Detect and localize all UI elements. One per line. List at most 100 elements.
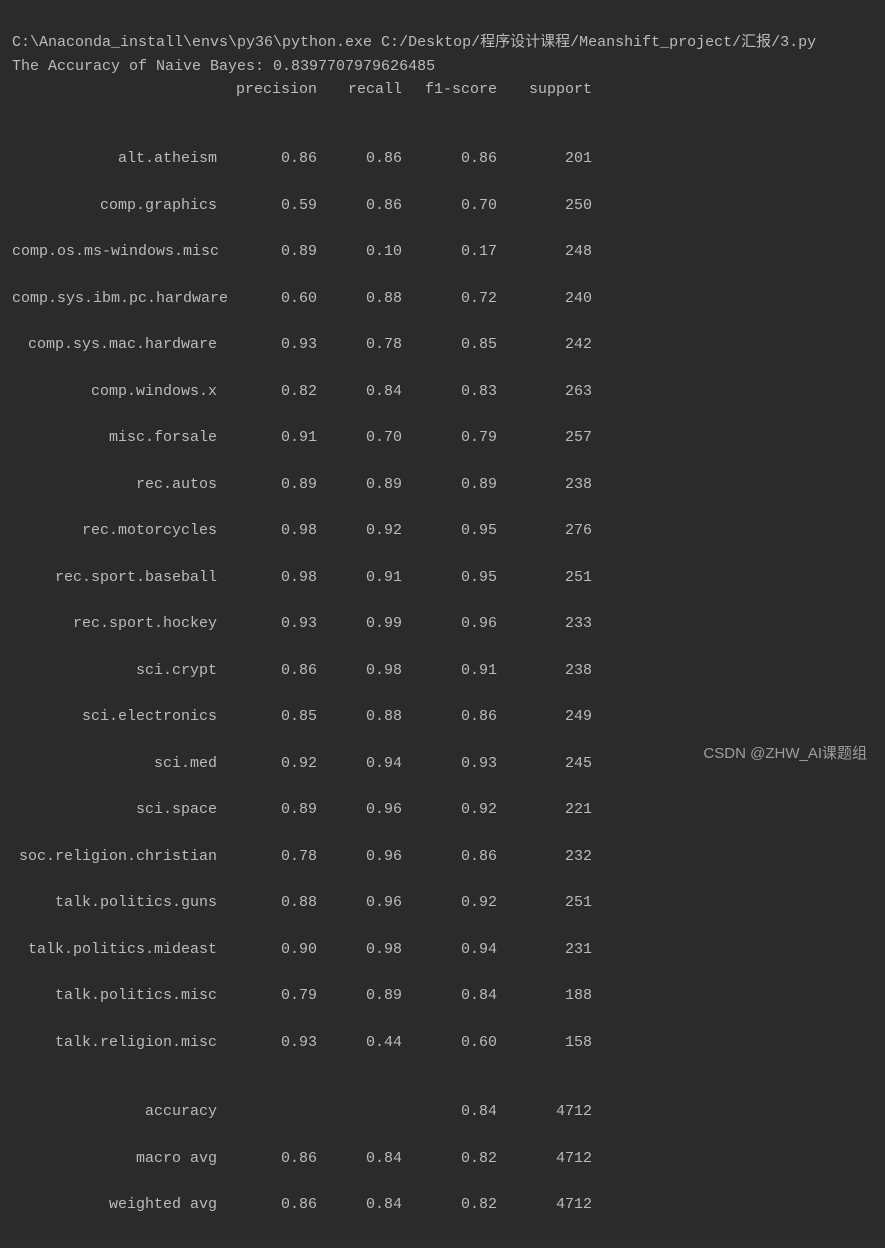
row-f1: 0.86: [402, 147, 497, 170]
row-support: 251: [497, 891, 592, 914]
row-precision: 0.85: [217, 705, 317, 728]
table-row: comp.sys.mac.hardware0.930.780.85242: [12, 333, 873, 356]
row-recall: 0.86: [317, 147, 402, 170]
row-label: talk.politics.mideast: [12, 938, 217, 961]
row-support: 158: [497, 1031, 592, 1054]
table-row: sci.space0.890.960.92221: [12, 798, 873, 821]
terminal-output: C:\Anaconda_install\envs\py36\python.exe…: [0, 0, 885, 1248]
row-label: soc.religion.christian: [12, 845, 217, 868]
row-label: rec.motorcycles: [12, 519, 217, 542]
row-label: macro avg: [12, 1147, 217, 1170]
row-label: talk.religion.misc: [12, 1031, 217, 1054]
spacer: [12, 1077, 873, 1100]
table-row: comp.graphics0.590.860.70250: [12, 194, 873, 217]
row-support: 250: [497, 194, 592, 217]
row-precision: 0.93: [217, 333, 317, 356]
row-recall: 0.96: [317, 798, 402, 821]
row-precision: 0.93: [217, 612, 317, 635]
table-row: rec.sport.hockey0.930.990.96233: [12, 612, 873, 635]
row-recall: 0.10: [317, 240, 402, 263]
report-rows: alt.atheism0.860.860.86201 comp.graphics…: [12, 147, 873, 1077]
row-support: 240: [497, 287, 592, 310]
table-row: comp.sys.ibm.pc.hardware0.600.880.72240: [12, 287, 873, 310]
row-f1: 0.60: [402, 1031, 497, 1054]
row-support: 242: [497, 333, 592, 356]
row-precision: 0.91: [217, 426, 317, 449]
row-recall: 0.44: [317, 1031, 402, 1054]
table-row: sci.electronics0.850.880.86249: [12, 705, 873, 728]
table-row: talk.religion.misc0.930.440.60158: [12, 1031, 873, 1054]
spacer: [12, 124, 873, 147]
row-support: 251: [497, 566, 592, 589]
row-label: comp.sys.ibm.pc.hardware: [12, 287, 217, 310]
row-precision: 0.89: [217, 240, 317, 263]
row-f1: 0.93: [402, 752, 497, 775]
row-precision: 0.86: [217, 659, 317, 682]
row-recall: 0.92: [317, 519, 402, 542]
row-label: comp.os.ms-windows.misc: [12, 240, 217, 263]
row-f1: 0.91: [402, 659, 497, 682]
row-support: 233: [497, 612, 592, 635]
table-row: rec.autos0.890.890.89238: [12, 473, 873, 496]
table-row: rec.sport.baseball0.980.910.95251: [12, 566, 873, 589]
row-precision: 0.98: [217, 519, 317, 542]
row-label: misc.forsale: [12, 426, 217, 449]
row-label: weighted avg: [12, 1193, 217, 1216]
row-f1: 0.95: [402, 566, 497, 589]
row-precision: 0.59: [217, 194, 317, 217]
row-recall: 0.89: [317, 984, 402, 1007]
row-support: 231: [497, 938, 592, 961]
row-precision: 0.86: [217, 1147, 317, 1170]
watermark-text: CSDN @ZHW_AI课题组: [703, 742, 867, 763]
row-support: 4712: [497, 1147, 592, 1170]
row-support: 232: [497, 845, 592, 868]
row-support: 245: [497, 752, 592, 775]
table-row: talk.politics.misc0.790.890.84188: [12, 984, 873, 1007]
header-f1: f1-score: [402, 78, 497, 101]
row-recall: 0.91: [317, 566, 402, 589]
row-label: sci.crypt: [12, 659, 217, 682]
row-label: talk.politics.misc: [12, 984, 217, 1007]
row-support: 263: [497, 380, 592, 403]
row-f1: 0.17: [402, 240, 497, 263]
row-support: 4712: [497, 1193, 592, 1216]
row-f1: 0.84: [402, 1100, 497, 1123]
accuracy-line: The Accuracy of Naive Bayes: 0.839770797…: [12, 58, 435, 75]
table-row: talk.politics.guns0.880.960.92251: [12, 891, 873, 914]
row-label: talk.politics.guns: [12, 891, 217, 914]
row-f1: 0.94: [402, 938, 497, 961]
row-recall: 0.84: [317, 1147, 402, 1170]
report-summary: accuracy0.844712 macro avg0.860.840.8247…: [12, 1100, 873, 1240]
row-support: 4712: [497, 1100, 592, 1123]
row-precision: 0.90: [217, 938, 317, 961]
row-recall: 0.98: [317, 659, 402, 682]
row-recall: 0.78: [317, 333, 402, 356]
header-support: support: [497, 78, 592, 101]
summary-row: weighted avg0.860.840.824712: [12, 1193, 873, 1216]
row-f1: 0.82: [402, 1193, 497, 1216]
row-support: 249: [497, 705, 592, 728]
row-support: 238: [497, 659, 592, 682]
row-f1: 0.96: [402, 612, 497, 635]
row-f1: 0.95: [402, 519, 497, 542]
table-row: alt.atheism0.860.860.86201: [12, 147, 873, 170]
row-precision: 0.86: [217, 147, 317, 170]
table-row: rec.motorcycles0.980.920.95276: [12, 519, 873, 542]
row-precision: 0.89: [217, 798, 317, 821]
row-f1: 0.92: [402, 891, 497, 914]
row-label: sci.electronics: [12, 705, 217, 728]
row-support: 221: [497, 798, 592, 821]
summary-row: accuracy 0.844712: [12, 1100, 873, 1123]
row-support: 276: [497, 519, 592, 542]
row-label: rec.sport.hockey: [12, 612, 217, 635]
row-label: alt.atheism: [12, 147, 217, 170]
row-f1: 0.84: [402, 984, 497, 1007]
row-label: rec.autos: [12, 473, 217, 496]
row-recall: 0.96: [317, 845, 402, 868]
command-line: C:\Anaconda_install\envs\py36\python.exe…: [12, 34, 816, 51]
row-recall: 0.86: [317, 194, 402, 217]
row-label: accuracy: [12, 1100, 217, 1123]
row-label: rec.sport.baseball: [12, 566, 217, 589]
row-label: comp.windows.x: [12, 380, 217, 403]
row-precision: 0.93: [217, 1031, 317, 1054]
